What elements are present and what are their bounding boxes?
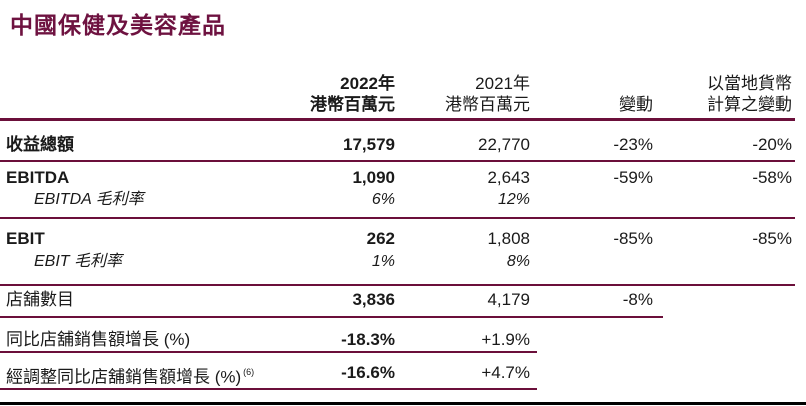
- row-label-ebitda-margin: EBITDA 毛利率: [34, 191, 144, 208]
- rule-after-revenue: [0, 160, 795, 162]
- page-bottom-border: [0, 402, 806, 405]
- rule-after-stores: [0, 316, 663, 318]
- table-row-sss-growth: 同比店舖銷售額增長 (%) -18.3% +1.9%: [0, 330, 792, 350]
- table-row-revenue: 收益總額 17,579 22,770 -23% -20%: [0, 135, 792, 155]
- cell-sss-growth-2021: +1.9%: [481, 330, 530, 349]
- row-label-sss-growth: 同比店舖銷售額增長 (%): [6, 330, 191, 349]
- table-row-adj-sss-growth: 經調整同比店舖銷售額增長 (%) (6) -16.6% +4.7%: [0, 363, 792, 387]
- rule-after-sss-growth: [0, 351, 537, 353]
- cell-adj-sss-growth-2021: +4.7%: [481, 363, 530, 382]
- col-header-label-spacer: [0, 72, 261, 115]
- col-header-local-line2: 計算之變動: [707, 95, 792, 114]
- cell-adj-sss-growth-change: [530, 363, 653, 388]
- adj-sss-growth-label-text: 經調整同比店舖銷售額增長 (%): [6, 367, 242, 387]
- row-label-adj-sss-growth: 經調整同比店舖銷售額增長 (%) (6): [0, 363, 261, 388]
- col-header-change-label: 變動: [619, 95, 653, 114]
- cell-ebit-margin-2022: 1%: [371, 253, 395, 270]
- row-label-ebit: EBIT: [6, 229, 45, 248]
- cell-ebitda-change: -59%: [613, 168, 653, 187]
- col-header-2021-year: 2021年: [475, 74, 530, 93]
- rule-after-ebitda: [0, 217, 795, 219]
- cell-ebitda-margin-local-change: [653, 190, 792, 210]
- col-header-2022-year: 2022年: [340, 74, 395, 93]
- cell-ebitda-margin-change: [530, 190, 653, 210]
- table-row-stores: 店舖數目 3,836 4,179 -8%: [0, 290, 792, 310]
- row-label-stores: 店舖數目: [6, 290, 74, 309]
- col-header-change: 變動: [530, 72, 653, 115]
- table-header: 2022年 港幣百萬元 2021年 港幣百萬元 變動 以當地貨幣 計算之變動: [0, 72, 792, 115]
- cell-ebit-2021: 1,808: [487, 229, 530, 248]
- cell-ebit-margin-2021: 8%: [506, 253, 530, 270]
- cell-ebit-margin-local-change: [653, 252, 792, 272]
- cell-ebit-margin-change: [530, 252, 653, 272]
- header-rule: [0, 118, 795, 121]
- cell-revenue-2021: 22,770: [478, 135, 530, 154]
- col-header-2021: 2021年 港幣百萬元: [395, 72, 530, 115]
- table-row-ebit-margin: EBIT 毛利率 1% 8%: [0, 252, 792, 272]
- cell-ebit-local-change: -85%: [752, 229, 792, 248]
- rule-after-adj-sss-growth: [0, 388, 537, 390]
- cell-ebitda-margin-2021: 12%: [497, 191, 530, 208]
- cell-ebitda-local-change: -58%: [752, 168, 792, 187]
- row-label-ebitda: EBITDA: [6, 168, 70, 187]
- cell-ebit-change: -85%: [613, 229, 653, 248]
- table-row-ebitda: EBITDA 1,090 2,643 -59% -58%: [0, 168, 792, 188]
- rule-after-ebit: [0, 284, 795, 286]
- cell-adj-sss-growth-local-change: [653, 363, 792, 388]
- table-row-ebit: EBIT 262 1,808 -85% -85%: [0, 229, 792, 249]
- cell-sss-growth-2022: -18.3%: [341, 330, 395, 349]
- footnote-marker-6: (6): [243, 367, 255, 377]
- cell-adj-sss-growth-2022: -16.6%: [341, 363, 395, 382]
- cell-stores-2022: 3,836: [352, 290, 395, 309]
- cell-ebitda-margin-2022: 6%: [371, 191, 395, 208]
- cell-ebitda-2022: 1,090: [352, 168, 395, 187]
- cell-revenue-2022: 17,579: [343, 135, 395, 154]
- col-header-local-line1: 以當地貨幣: [707, 74, 792, 93]
- cell-stores-2021: 4,179: [487, 290, 530, 309]
- cell-sss-growth-local-change: [653, 330, 792, 350]
- table-row-ebitda-margin: EBITDA 毛利率 6% 12%: [0, 190, 792, 210]
- cell-stores-local-change: [653, 290, 792, 310]
- cell-ebitda-2021: 2,643: [487, 168, 530, 187]
- row-label-revenue: 收益總額: [6, 135, 74, 154]
- col-header-2022-unit: 港幣百萬元: [310, 95, 395, 114]
- cell-revenue-change: -23%: [613, 135, 653, 154]
- col-header-local-change: 以當地貨幣 計算之變動: [653, 72, 792, 115]
- cell-ebit-2022: 262: [366, 229, 395, 248]
- col-header-2022: 2022年 港幣百萬元: [261, 72, 395, 115]
- row-label-ebit-margin: EBIT 毛利率: [34, 253, 123, 270]
- page-title: 中國保健及美容產品: [10, 12, 226, 39]
- cell-sss-growth-change: [530, 330, 653, 350]
- col-header-2021-unit: 港幣百萬元: [445, 95, 530, 114]
- cell-revenue-local-change: -20%: [752, 135, 792, 154]
- cell-stores-change: -8%: [622, 290, 653, 309]
